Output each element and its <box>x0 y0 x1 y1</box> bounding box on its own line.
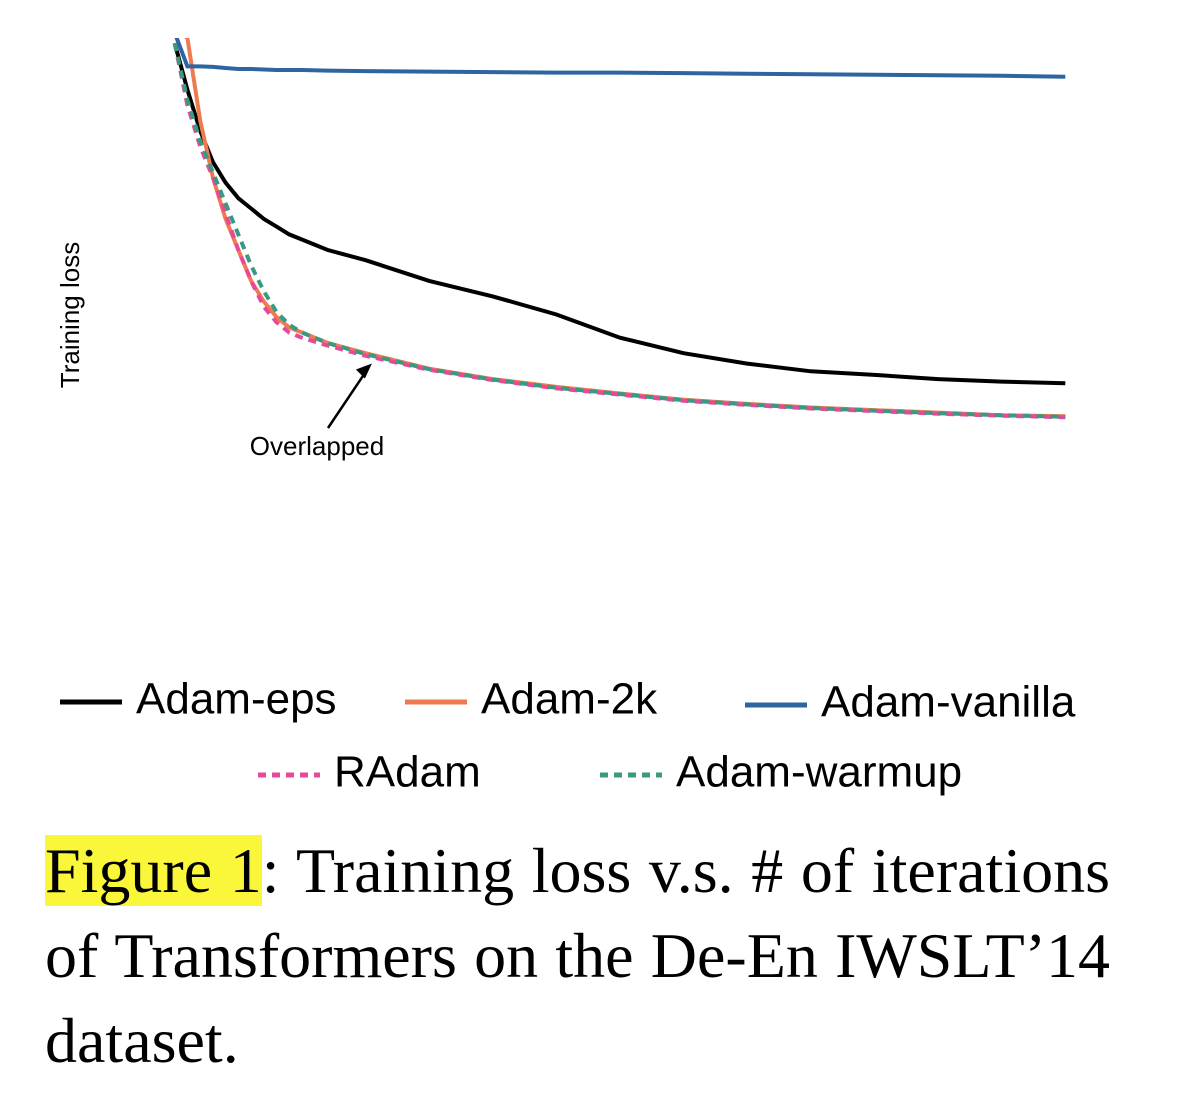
annotation-box <box>222 425 412 469</box>
legend-label: RAdam <box>334 748 481 797</box>
chart: Training loss Overlapped Adam-eps Adam-2k A… <box>55 38 1076 797</box>
caption-text: : Training loss v.s. # of iterations of … <box>45 835 1111 1076</box>
legend-label: Adam-eps <box>136 675 337 724</box>
annotation-text: Overlapped <box>250 431 384 461</box>
arrow-head <box>355 363 372 379</box>
legend-label: Adam-vanilla <box>821 678 1076 727</box>
y-axis-label: Training loss <box>55 242 85 388</box>
series-line <box>174 38 1066 79</box>
annotation-arrow <box>326 370 367 429</box>
legend-label: Adam-warmup <box>676 748 962 797</box>
series-line <box>172 42 1066 420</box>
series-line <box>172 42 1066 419</box>
caption: Figure 1: Training loss v.s. # of iterat… <box>45 828 1110 1083</box>
series-line <box>184 38 1066 419</box>
legend-label: Adam-2k <box>481 675 658 724</box>
figure-label: Figure 1 <box>45 835 262 906</box>
series-line <box>172 42 1066 386</box>
